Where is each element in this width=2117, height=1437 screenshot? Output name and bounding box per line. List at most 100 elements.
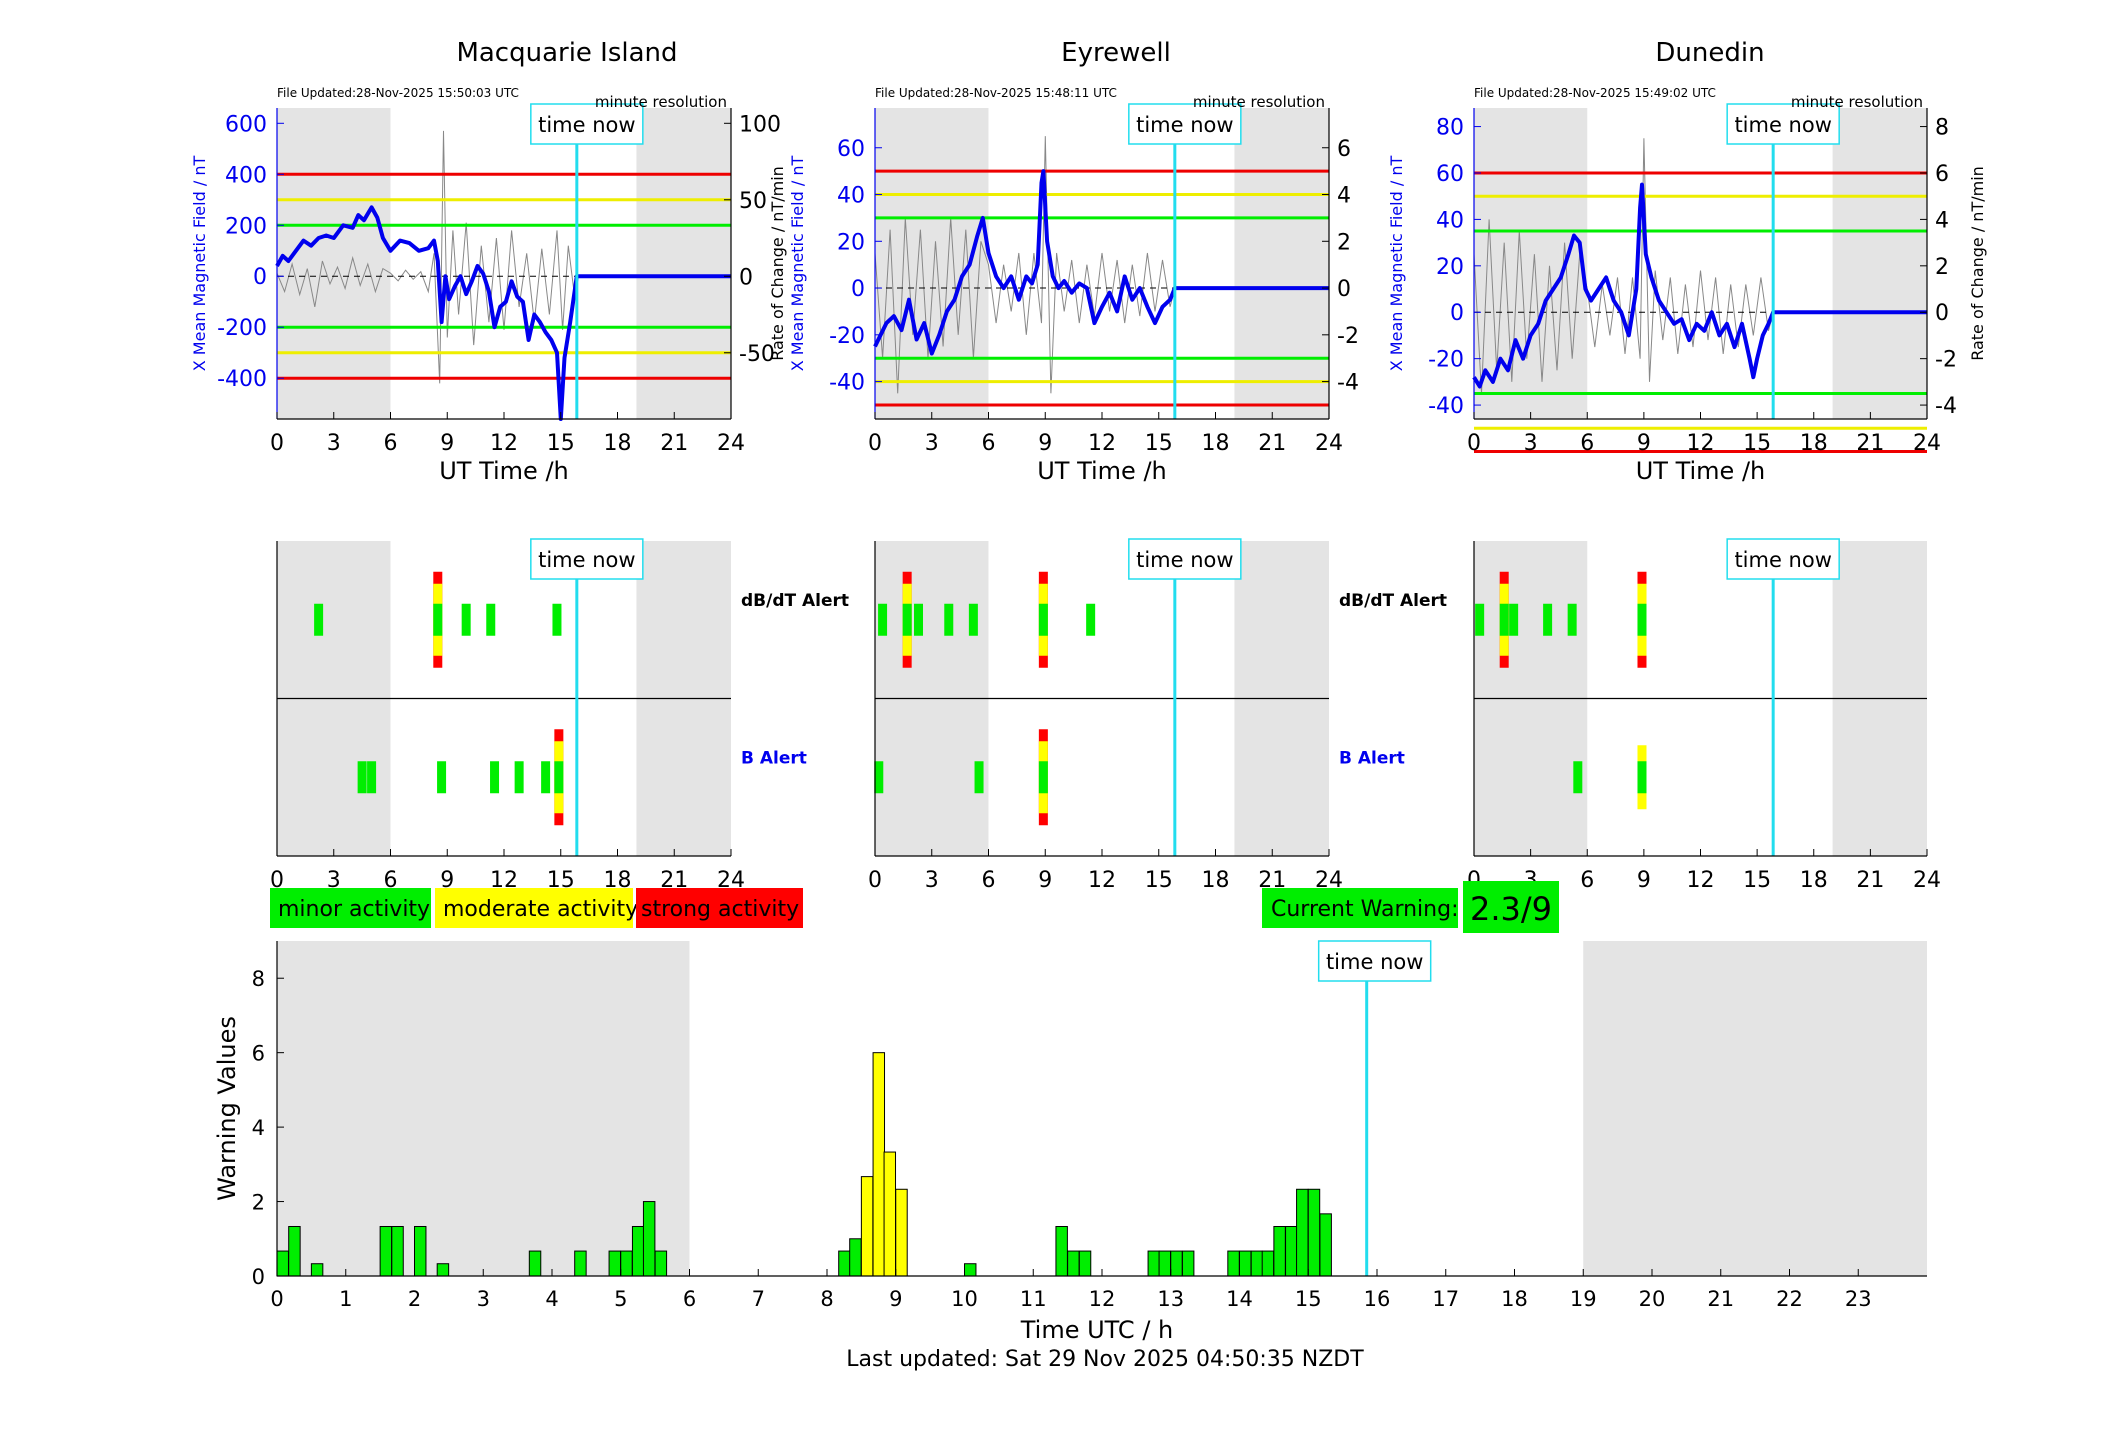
y-tick-label: -400: [217, 367, 267, 392]
station-title-eyrewell: Eyrewell: [1061, 38, 1171, 68]
x-tick-label: 8: [820, 1287, 833, 1311]
y2-axis-label: Rate of Change / nT/min: [768, 166, 787, 361]
station-title-dunedin: Dunedin: [1655, 38, 1764, 68]
warning-bar-moderate: [860, 1176, 874, 1277]
time-now-label: time now: [1136, 548, 1233, 572]
time-now-label: time now: [1734, 113, 1831, 137]
warning-bar-minor: [391, 1225, 404, 1277]
alert-event-minor: [1573, 761, 1583, 794]
y2-tick-label: -4: [1935, 394, 1957, 419]
alert-event-minor: [541, 761, 551, 794]
current-warning-label-box: [1262, 888, 1458, 928]
warning-bar-minor: [1067, 1250, 1080, 1277]
alert-event-minor: [552, 603, 562, 636]
warning-bar-minor: [1250, 1250, 1264, 1277]
alert-event-minor: [974, 761, 984, 794]
alert-event-minor: [1509, 603, 1519, 636]
resolution-label: minute resolution: [1193, 93, 1325, 111]
x-tick-label: 21: [660, 431, 688, 456]
x-tick-label: 3: [327, 431, 341, 456]
activity-legend: minor activity moderate activity strong …: [270, 888, 803, 928]
time-now-box: [1726, 538, 1840, 580]
x-tick-label: 4: [545, 1287, 558, 1311]
y-tick-label: 40: [1436, 208, 1464, 233]
y2-tick-label: 0: [739, 265, 753, 290]
current-warning-label: Current Warning:: [1271, 897, 1458, 922]
y2-tick-label: -4: [1337, 371, 1359, 396]
x-tick-label: 0: [868, 431, 882, 456]
alert-event-minor: [554, 761, 564, 794]
rate-of-change-line: [1473, 138, 1774, 394]
x-tick-label: 0: [270, 1287, 283, 1311]
time-now-box: [1726, 103, 1840, 145]
alert-event-minor: [1543, 603, 1553, 636]
x-tick-label: 12: [490, 431, 518, 456]
y2-tick-label: 6: [1935, 162, 1949, 187]
alert-row-label: dB/dT Alert: [1339, 591, 1447, 611]
alert-event-minor: [944, 603, 954, 636]
x-tick-label: 14: [1226, 1287, 1253, 1311]
y-tick-label: 2: [252, 1191, 265, 1215]
time-now-box: [530, 538, 644, 580]
time-now-box: [530, 103, 644, 145]
alert-event-minor: [1499, 603, 1509, 636]
warning-bar-minor: [414, 1225, 427, 1277]
x-tick-label: 6: [1580, 431, 1594, 456]
y-tick-label: 8: [252, 967, 265, 991]
warning-bar-minor: [631, 1225, 645, 1277]
time-now-label: time now: [1326, 950, 1423, 974]
x-tick-label: 6: [982, 431, 996, 456]
warning-bar-minor: [1170, 1250, 1183, 1277]
x-tick-label: 24: [1913, 431, 1941, 456]
y-axis-label: X Mean Magnetic Field / nT: [788, 156, 807, 372]
x-tick-label: 17: [1432, 1287, 1459, 1311]
warning-bar-minor: [608, 1250, 622, 1277]
x-tick-label: 9: [889, 1287, 902, 1311]
warning-bar-minor: [379, 1225, 393, 1277]
x-tick-label: 11: [1020, 1287, 1047, 1311]
alert-row-label: B Alert: [1339, 749, 1405, 769]
y-tick-label: 0: [253, 265, 267, 290]
y-tick-label: 200: [225, 214, 267, 239]
alert-event-minor: [486, 603, 496, 636]
x-tick-label: 2: [408, 1287, 421, 1311]
y2-tick-label: 2: [1337, 230, 1351, 255]
legend-label-moderate: moderate activity: [443, 897, 638, 922]
x-axis-label: UT Time /h: [1037, 457, 1167, 485]
x-tick-label: 6: [982, 868, 996, 893]
alert-event-minor: [874, 761, 884, 794]
resolution-label: minute resolution: [595, 93, 727, 111]
legend-label-minor: minor activity: [278, 897, 430, 922]
x-tick-label: 21: [1707, 1287, 1734, 1311]
legend-swatch-strong: [636, 888, 803, 928]
night-shade: [277, 108, 391, 419]
warning-bar-minor: [310, 1263, 324, 1277]
night-shade: [1583, 941, 1927, 1276]
file-updated-label: File Updated:28-Nov-2025 15:48:11 UTC: [875, 86, 1117, 100]
warning-bar-minor: [528, 1250, 542, 1277]
y-tick-label: -40: [1428, 394, 1464, 419]
x-tick-label: 18: [1501, 1287, 1528, 1311]
y-tick-label: 600: [225, 112, 267, 137]
y2-tick-label: 4: [1337, 184, 1351, 209]
x-tick-label: 18: [1202, 868, 1230, 893]
x-tick-label: 15: [1295, 1287, 1322, 1311]
y-tick-label: -20: [829, 324, 865, 349]
night-shade: [1234, 108, 1329, 419]
alert-row-label: dB/dT Alert: [741, 591, 849, 611]
x-tick-label: 15: [1145, 868, 1173, 893]
x-tick-label: 23: [1845, 1287, 1872, 1311]
y-tick-label: 0: [851, 277, 865, 302]
resolution-label: minute resolution: [1791, 93, 1923, 111]
alert-event-minor: [1038, 603, 1048, 636]
x-tick-label: 0: [868, 868, 882, 893]
warning-bar-moderate: [872, 1052, 886, 1277]
warning-bar-moderate: [883, 1151, 897, 1277]
night-shade: [1832, 108, 1927, 419]
alert-event-minor: [914, 603, 924, 636]
warning-bar-minor: [1296, 1188, 1309, 1277]
warning-bar-minor: [436, 1263, 450, 1277]
x-tick-label: 24: [1913, 868, 1941, 893]
